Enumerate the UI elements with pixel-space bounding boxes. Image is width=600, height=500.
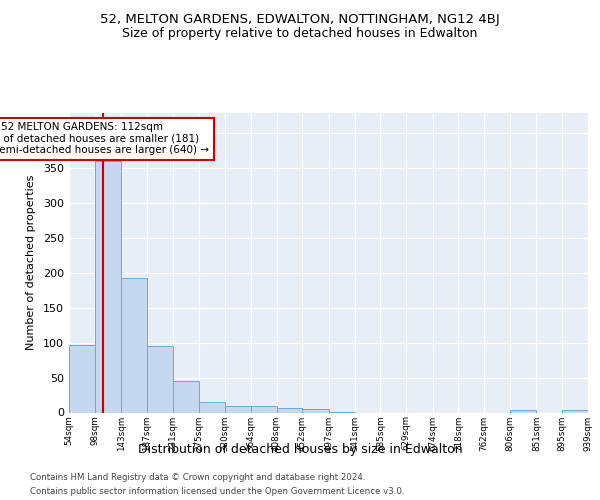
Text: Contains HM Land Registry data © Crown copyright and database right 2024.: Contains HM Land Registry data © Crown c… bbox=[30, 472, 365, 482]
Bar bbox=[173, 381, 199, 412]
Bar bbox=[147, 346, 173, 412]
Bar bbox=[277, 408, 302, 412]
Bar bbox=[510, 410, 536, 412]
Bar bbox=[562, 410, 588, 412]
Text: Distribution of detached houses by size in Edwalton: Distribution of detached houses by size … bbox=[137, 442, 463, 456]
Text: 52 MELTON GARDENS: 112sqm
← 22% of detached houses are smaller (181)
77% of semi: 52 MELTON GARDENS: 112sqm ← 22% of detac… bbox=[0, 122, 209, 156]
Y-axis label: Number of detached properties: Number of detached properties bbox=[26, 175, 36, 350]
Bar bbox=[199, 402, 225, 412]
Bar bbox=[69, 345, 95, 412]
Text: 52, MELTON GARDENS, EDWALTON, NOTTINGHAM, NG12 4BJ: 52, MELTON GARDENS, EDWALTON, NOTTINGHAM… bbox=[100, 12, 500, 26]
Bar bbox=[225, 406, 251, 412]
Bar bbox=[251, 406, 277, 412]
Bar bbox=[121, 278, 147, 412]
Text: Contains public sector information licensed under the Open Government Licence v3: Contains public sector information licen… bbox=[30, 488, 404, 496]
Text: Size of property relative to detached houses in Edwalton: Size of property relative to detached ho… bbox=[122, 28, 478, 40]
Bar bbox=[95, 162, 121, 412]
Bar bbox=[302, 409, 329, 412]
